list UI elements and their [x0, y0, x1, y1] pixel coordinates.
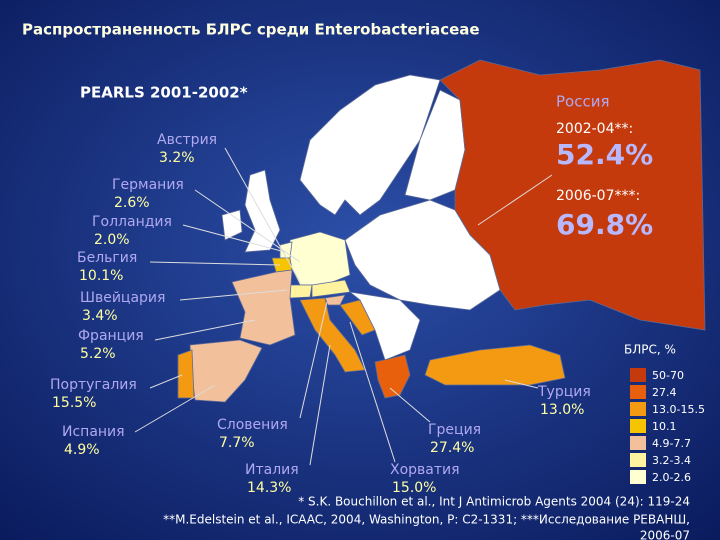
- country-name: Греция: [428, 422, 481, 438]
- country-value: 27.4%: [430, 440, 474, 456]
- country-value: 10.1%: [79, 268, 123, 284]
- legend-swatch: [630, 368, 646, 382]
- legend-swatch: [630, 402, 646, 416]
- legend-swatch: [630, 453, 646, 467]
- country-value: 5.2%: [80, 346, 116, 362]
- legend-label: 3.2-3.4: [652, 454, 691, 467]
- country-value: 2.6%: [114, 195, 150, 211]
- turkey: [424, 344, 566, 386]
- leader-line: [477, 174, 553, 226]
- legend-label: 10.1: [652, 420, 677, 433]
- legend-label: 27.4: [652, 386, 677, 399]
- country-name: Швейцария: [80, 290, 165, 306]
- country-name: Португалия: [50, 377, 137, 393]
- leader-line: [149, 374, 183, 389]
- legend-title: БЛРС, %: [624, 343, 676, 357]
- country-name: Испания: [62, 424, 125, 440]
- legend-label: 50-70: [652, 369, 684, 382]
- russia-period: 2006-07***:: [556, 188, 640, 204]
- country-value: 13.0%: [540, 402, 584, 418]
- country-labels: Австрия 3.2% Германия 2.6% Голландия 2.0% Бель…: [50, 132, 591, 496]
- country-name: Италия: [245, 462, 299, 478]
- leader-line: [182, 224, 286, 253]
- greece: [374, 354, 411, 399]
- country-value: 3.4%: [82, 308, 118, 324]
- title: Распространенность БЛРС среди Enterobact…: [22, 21, 480, 39]
- leader-line: [224, 147, 301, 283]
- leader-line: [154, 319, 256, 341]
- leader-line: [349, 321, 396, 463]
- legend-swatch: [630, 419, 646, 433]
- leader-line: [194, 189, 301, 263]
- study: PEARLS 2001-2002*: [80, 84, 248, 102]
- country-name: Словения: [217, 417, 288, 433]
- country-name: Германия: [112, 177, 184, 193]
- germany: [289, 231, 351, 286]
- russia-value: 52.4%: [556, 138, 653, 171]
- country-value: 15.0%: [392, 480, 436, 496]
- legend-swatch: [630, 470, 646, 484]
- country-value: 14.3%: [247, 480, 291, 496]
- country-value: 15.5%: [52, 395, 96, 411]
- legend-label: 2.0-2.6: [652, 471, 691, 484]
- eastern-europe: [344, 199, 501, 311]
- country-name: Хорватия: [390, 462, 460, 478]
- country-name: Турция: [537, 384, 591, 400]
- leader-line: [309, 344, 331, 466]
- country-name: Австрия: [157, 132, 217, 148]
- legend: БЛРС, % 50-70 27.4 13.0-15.5 10.1 4.9-7.7 3.2-…: [624, 343, 705, 484]
- ireland: [221, 209, 243, 241]
- leader-line: [299, 301, 328, 419]
- country-value: 7.7%: [219, 435, 255, 451]
- country-value: 4.9%: [64, 442, 100, 458]
- russia-period: 2002-04**:: [556, 121, 633, 137]
- russia-value: 69.8%: [556, 208, 653, 241]
- footnote: * S.K. Bouchillon et al., Int J Antimicr…: [298, 495, 690, 509]
- legend-swatch: [630, 385, 646, 399]
- country-name: Бельгия: [77, 250, 137, 266]
- leader-line: [504, 379, 539, 389]
- russia-name: Россия: [556, 93, 610, 111]
- country-value: 2.0%: [94, 232, 130, 248]
- legend-label: 4.9-7.7: [652, 437, 691, 450]
- leader-line: [179, 289, 288, 301]
- footnote: 2006-07: [640, 529, 690, 540]
- france: [231, 269, 296, 346]
- country-value: 3.2%: [159, 150, 195, 166]
- switzerland: [289, 284, 313, 299]
- legend-label: 13.0-15.5: [652, 403, 705, 416]
- country-name: Голландия: [92, 214, 172, 230]
- balkans: [348, 291, 421, 361]
- leader-line: [389, 387, 431, 423]
- legend-swatch: [630, 436, 646, 450]
- leader-line: [149, 261, 281, 266]
- leader-line: [134, 384, 216, 433]
- portugal: [177, 349, 195, 399]
- footnote: **M.Edelstein et al., ICAAC, 2004, Washi…: [163, 513, 690, 527]
- russia: [439, 59, 706, 331]
- country-name: Франция: [78, 328, 144, 344]
